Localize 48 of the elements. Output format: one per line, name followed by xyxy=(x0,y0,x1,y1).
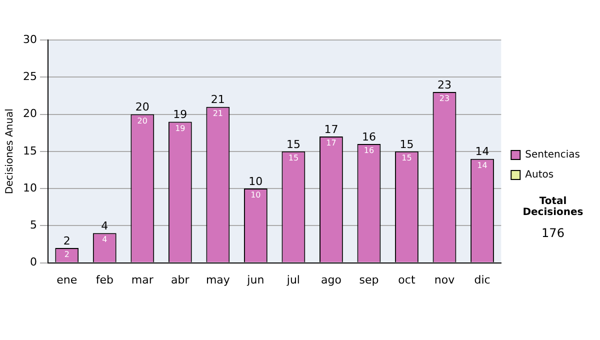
data-label: 19 xyxy=(175,124,186,133)
x-tick-label: feb xyxy=(96,273,114,286)
legend-label: Autos xyxy=(525,170,554,181)
data-label: 16 xyxy=(364,146,374,156)
y-tick-label: 25 xyxy=(22,70,37,83)
data-label: 15 xyxy=(288,153,299,162)
total-label: 10 xyxy=(248,174,263,188)
text: Total Decisiones xyxy=(522,196,584,218)
x-tick-label: jun xyxy=(246,273,264,286)
y-tick-label: 30 xyxy=(22,32,37,46)
total-label: 15 xyxy=(400,138,414,151)
total-label: 17 xyxy=(324,122,338,136)
total-label: 15 xyxy=(286,138,300,151)
x-tick-label: jul xyxy=(286,273,300,286)
text: 176 xyxy=(540,226,566,240)
total-label: 14 xyxy=(475,145,490,158)
data-label: 14 xyxy=(477,160,488,170)
total-label: 4 xyxy=(101,219,108,232)
total-label: 23 xyxy=(437,78,452,92)
legend-label: Sentencias xyxy=(525,150,580,161)
y-tick-label: 10 xyxy=(22,181,37,194)
data-label: 23 xyxy=(439,94,450,104)
data-label: 20 xyxy=(137,116,148,126)
data-label: 2 xyxy=(64,250,70,260)
x-tick-label: sep xyxy=(359,273,379,286)
x-tick-label: oct xyxy=(398,273,416,286)
x-tick-label: may xyxy=(206,273,230,286)
total-label: 2 xyxy=(63,234,70,248)
x-tick-label: ago xyxy=(320,273,342,286)
y-tick-label: 15 xyxy=(22,144,37,158)
x-tick-label: nov xyxy=(434,273,456,286)
x-tick-label: abr xyxy=(171,273,190,286)
x-tick-label: ene xyxy=(56,273,78,286)
x-tick-label: mar xyxy=(131,273,154,286)
data-label: 21 xyxy=(212,108,224,118)
data-label: 17 xyxy=(326,138,336,148)
total-label: 21 xyxy=(210,93,225,106)
y-tick-label: 5 xyxy=(30,218,37,232)
y-tick-label: 0 xyxy=(30,256,37,269)
data-label: 15 xyxy=(402,153,412,162)
y-tick-label: 20 xyxy=(22,107,37,120)
total-label: 19 xyxy=(173,108,188,122)
x-tick-label: dic xyxy=(474,273,490,286)
total-label: 20 xyxy=(135,100,150,114)
data-label: 10 xyxy=(250,190,261,200)
y-axis-title: Decisiones Anual xyxy=(4,108,16,194)
total-label: 16 xyxy=(362,130,376,144)
data-label: 4 xyxy=(102,235,108,244)
